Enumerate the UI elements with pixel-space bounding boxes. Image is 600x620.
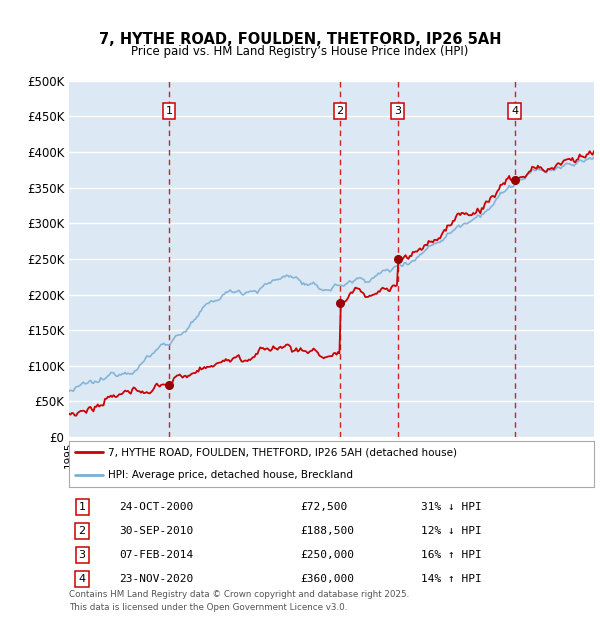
Text: £188,500: £188,500 <box>300 526 354 536</box>
Text: 4: 4 <box>511 106 518 117</box>
Text: 14% ↑ HPI: 14% ↑ HPI <box>421 574 482 584</box>
Text: 3: 3 <box>394 106 401 117</box>
Text: £360,000: £360,000 <box>300 574 354 584</box>
Text: 2: 2 <box>337 106 344 117</box>
Text: 23-NOV-2020: 23-NOV-2020 <box>119 574 193 584</box>
Text: 1: 1 <box>79 502 86 512</box>
Text: 7, HYTHE ROAD, FOULDEN, THETFORD, IP26 5AH (detached house): 7, HYTHE ROAD, FOULDEN, THETFORD, IP26 5… <box>109 447 457 458</box>
Text: 3: 3 <box>79 550 86 560</box>
Text: 2: 2 <box>79 526 86 536</box>
Text: 12% ↓ HPI: 12% ↓ HPI <box>421 526 482 536</box>
Text: 31% ↓ HPI: 31% ↓ HPI <box>421 502 482 512</box>
Text: Price paid vs. HM Land Registry’s House Price Index (HPI): Price paid vs. HM Land Registry’s House … <box>131 45 469 58</box>
Text: 1: 1 <box>166 106 173 117</box>
Text: HPI: Average price, detached house, Breckland: HPI: Average price, detached house, Brec… <box>109 470 353 480</box>
Text: 24-OCT-2000: 24-OCT-2000 <box>119 502 193 512</box>
Text: 7, HYTHE ROAD, FOULDEN, THETFORD, IP26 5AH: 7, HYTHE ROAD, FOULDEN, THETFORD, IP26 5… <box>99 32 501 47</box>
Text: £72,500: £72,500 <box>300 502 347 512</box>
Text: 07-FEB-2014: 07-FEB-2014 <box>119 550 193 560</box>
Text: 16% ↑ HPI: 16% ↑ HPI <box>421 550 482 560</box>
Text: 4: 4 <box>79 574 86 584</box>
Text: 30-SEP-2010: 30-SEP-2010 <box>119 526 193 536</box>
Text: £250,000: £250,000 <box>300 550 354 560</box>
Text: Contains HM Land Registry data © Crown copyright and database right 2025.
This d: Contains HM Land Registry data © Crown c… <box>69 590 409 612</box>
